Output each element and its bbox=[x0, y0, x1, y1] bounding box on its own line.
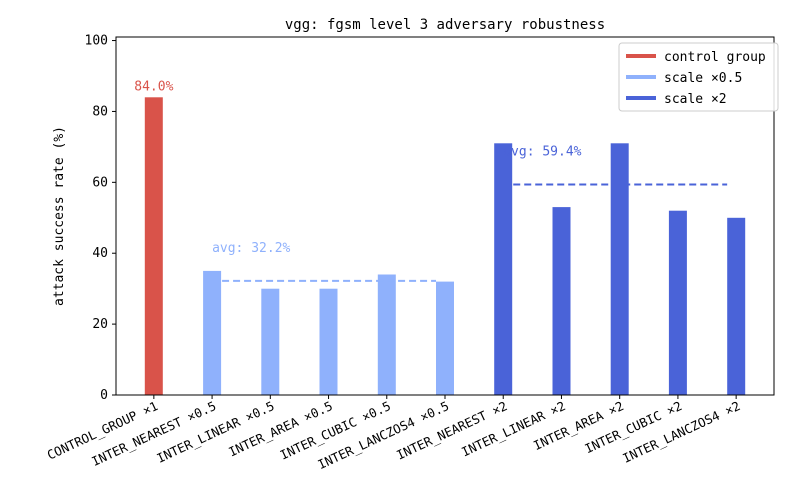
bar-7 bbox=[552, 207, 571, 395]
bar-3 bbox=[319, 288, 338, 395]
x-tick-label: INTER_LINEAR ×2 bbox=[459, 398, 568, 459]
bar-6 bbox=[494, 143, 513, 395]
bar-2 bbox=[261, 288, 280, 395]
legend-label-0: control group bbox=[664, 50, 766, 65]
bar-10 bbox=[727, 217, 746, 395]
legend-box bbox=[618, 42, 779, 112]
bar-4 bbox=[377, 274, 396, 395]
y-axis-label: attack success rate (%) bbox=[52, 126, 67, 306]
average-label-2: avg: 59.4% bbox=[503, 144, 581, 159]
y-tick-label: 80 bbox=[92, 104, 108, 119]
annotation-layer: 84.0% avg: 32.2% avg: 59.4% bbox=[134, 79, 728, 282]
y-tick-label: 40 bbox=[92, 246, 108, 261]
y-tick-label: 60 bbox=[92, 175, 108, 190]
legend: control group scale ×0.5 scale ×2 bbox=[618, 42, 779, 112]
bar-5 bbox=[436, 281, 454, 395]
average-label-1: avg: 32.2% bbox=[212, 241, 290, 256]
bar-1 bbox=[203, 270, 222, 395]
bar-0 bbox=[144, 97, 163, 396]
y-tick-label: 0 bbox=[100, 388, 108, 403]
y-tick-label: 20 bbox=[92, 317, 108, 332]
bar-value-label: 84.0% bbox=[134, 79, 173, 94]
bar-8 bbox=[610, 143, 629, 395]
y-tick-label: 100 bbox=[85, 34, 108, 49]
legend-label-2: scale ×2 bbox=[664, 92, 727, 107]
legend-label-1: scale ×0.5 bbox=[664, 71, 742, 86]
bar-9 bbox=[668, 210, 687, 395]
plot-area bbox=[144, 97, 746, 396]
chart-title: vgg: fgsm level 3 adversary robustness bbox=[285, 17, 605, 33]
